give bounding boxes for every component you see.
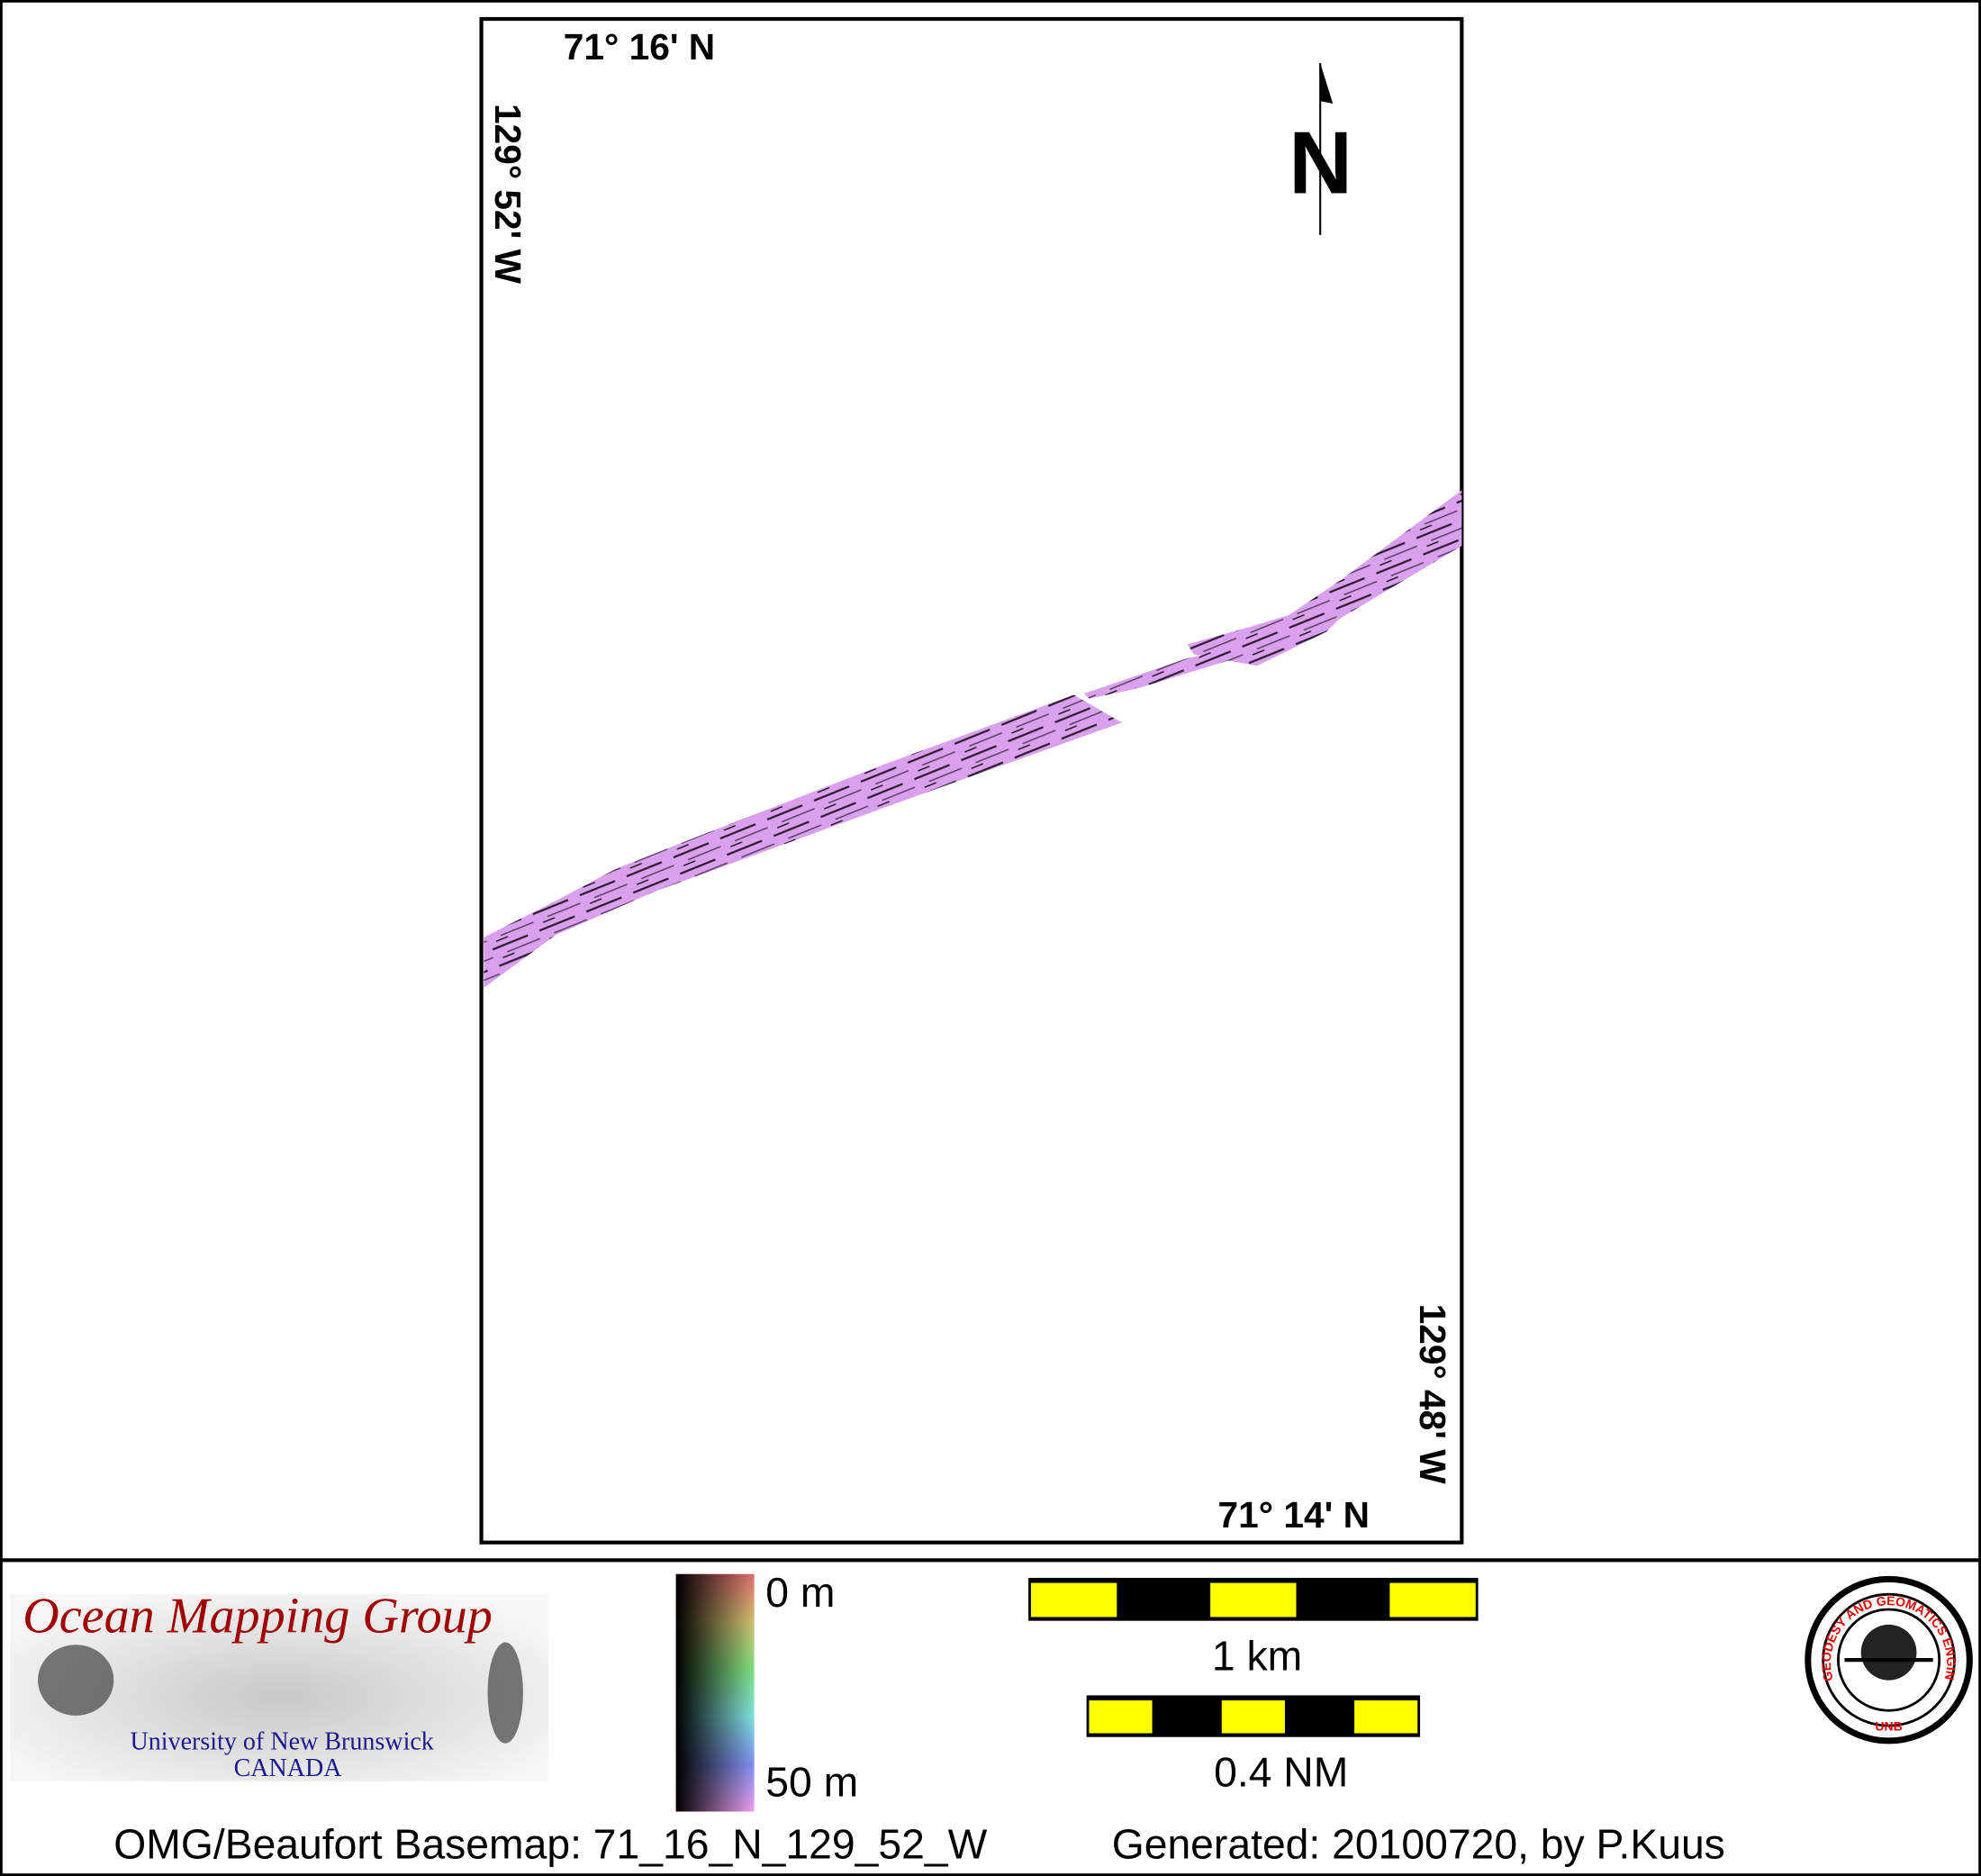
depth-colorbar: 0 m 50 m: [675, 1569, 858, 1812]
corner-right-lon: 129° 48' W: [1412, 1304, 1453, 1485]
swath-segment: [1187, 490, 1462, 666]
swath-segment: [1083, 648, 1245, 699]
logo-line2: CANADA: [234, 1754, 343, 1782]
logo-title: Ocean Mapping Group: [23, 1588, 493, 1644]
bathymetry-swaths: [484, 490, 1462, 988]
logo-line1: University of New Brunswick: [131, 1728, 435, 1756]
scale-bar-nm: 0.4 NM: [1086, 1695, 1421, 1795]
map-frame: [479, 16, 1464, 1545]
scale-km-label: 1 km: [1212, 1632, 1302, 1679]
omg-logo: Ocean Mapping Group University of New Br…: [10, 1588, 548, 1782]
scale-nm-label: 0.4 NM: [1214, 1748, 1348, 1795]
corner-bottom-lat: 71° 14' N: [1218, 1494, 1370, 1536]
corner-left-lon: 129° 52' W: [487, 104, 529, 285]
seal-bottom-text: UNB: [1875, 1719, 1902, 1734]
colorbar-top-label: 0 m: [765, 1569, 835, 1616]
colorbar-bottom-label: 50 m: [765, 1759, 858, 1806]
swath-segment: [484, 694, 1122, 988]
footer-basemap: OMG/Beaufort Basemap: 71_16_N_129_52_W: [113, 1820, 987, 1867]
north-label: N: [1289, 113, 1352, 213]
scale-bar-km: 1 km: [1028, 1577, 1479, 1679]
corner-top-lat: 71° 16' N: [564, 26, 715, 68]
north-arrow-icon: N: [1289, 63, 1352, 235]
footer-generated: Generated: 20100720, by P.Kuus: [1112, 1820, 1725, 1867]
